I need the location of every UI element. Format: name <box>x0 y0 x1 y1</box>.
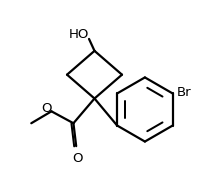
Text: O: O <box>72 152 82 165</box>
Text: HO: HO <box>69 28 89 41</box>
Text: O: O <box>42 102 52 115</box>
Text: Br: Br <box>177 86 192 99</box>
